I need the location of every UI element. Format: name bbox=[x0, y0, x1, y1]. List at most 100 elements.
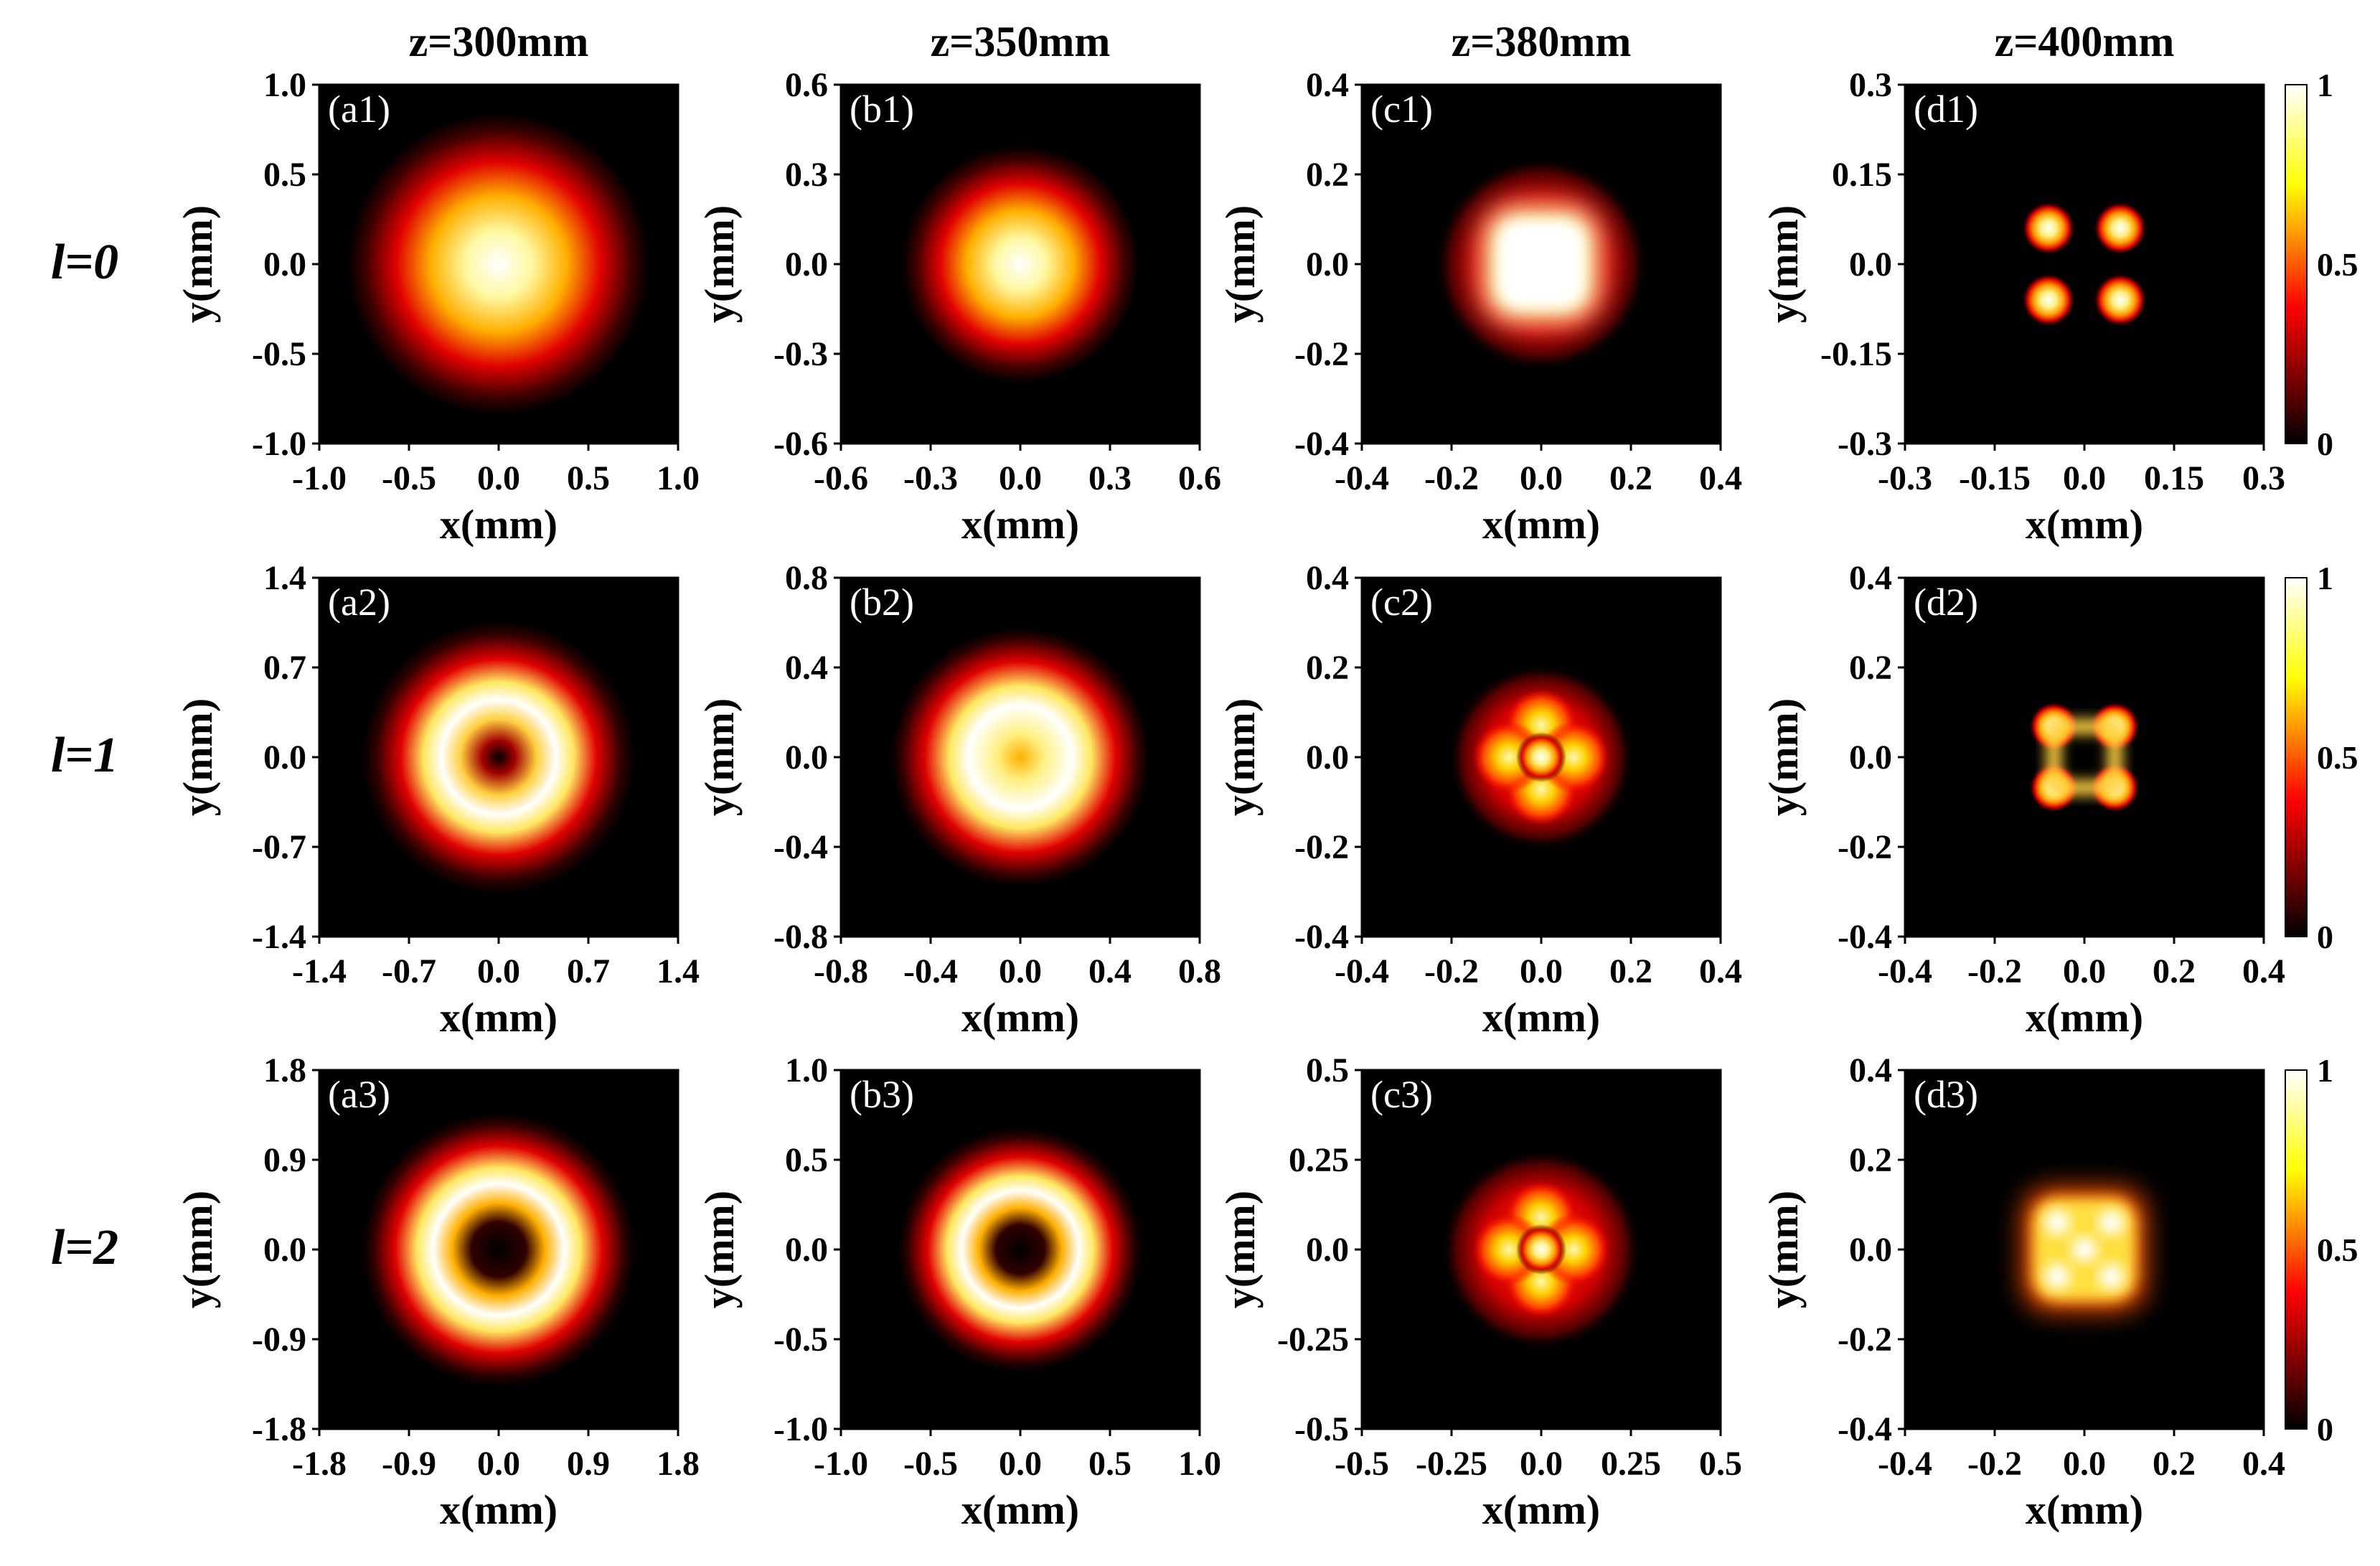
x-tick-label: -1.0 bbox=[292, 459, 347, 497]
panel-label: (c1) bbox=[1370, 88, 1433, 131]
panel-label: (a3) bbox=[328, 1073, 390, 1116]
x-tick-label: 0.0 bbox=[1520, 1445, 1563, 1483]
y-tick-label: 1.0 bbox=[263, 66, 306, 104]
heatmap-panel: (c2) -0.4 -0.2 0.0 0.2 0.4 0.4 0.2 0.0 -0.2 -0.4 x(… bbox=[1217, 559, 1742, 1041]
intensity-pattern bbox=[2023, 1188, 2145, 1311]
panel-label: (a1) bbox=[328, 88, 390, 131]
x-tick-label: 0.25 bbox=[1601, 1445, 1661, 1483]
vortex-ring bbox=[362, 621, 635, 894]
intensity-pattern bbox=[1434, 156, 1649, 372]
y-tick-label: 0.7 bbox=[263, 649, 306, 687]
x-axis-label: x(mm) bbox=[961, 1486, 1079, 1533]
heatmap-background bbox=[1905, 578, 2264, 937]
colorbar-tick-label: 0.5 bbox=[2317, 246, 2358, 283]
y-tick-label: 0.6 bbox=[785, 66, 828, 104]
x-tick-label: -0.4 bbox=[1878, 1445, 1932, 1483]
y-tick-label: -0.4 bbox=[1294, 425, 1349, 463]
y-tick-label: 0.3 bbox=[785, 156, 828, 194]
intensity-pattern bbox=[902, 146, 1139, 383]
y-axis-label: y(mm) bbox=[1760, 698, 1807, 816]
vortex-ring bbox=[362, 1113, 635, 1386]
intensity-pattern bbox=[2028, 701, 2140, 813]
y-axis-label: y(mm) bbox=[1217, 698, 1264, 816]
lobe-bridge bbox=[2046, 719, 2122, 795]
x-tick-label: 0.5 bbox=[1088, 1445, 1132, 1483]
beam-lobe bbox=[2093, 273, 2148, 327]
intensity-pattern bbox=[2021, 201, 2148, 327]
y-tick-label: 0.2 bbox=[1306, 156, 1349, 194]
heatmap-panel: (d2) -0.4 -0.2 0.0 0.2 0.4 0.4 0.2 0.0 -0.2 -0.4 x(… bbox=[1760, 559, 2285, 1041]
colorbar-tick-label: 1 bbox=[2317, 1052, 2333, 1089]
panel-label: (b3) bbox=[850, 1073, 914, 1116]
x-tick-label: -1.8 bbox=[292, 1445, 347, 1483]
y-tick-label: -0.2 bbox=[1294, 335, 1349, 373]
x-tick-label: -0.25 bbox=[1416, 1445, 1487, 1483]
x-axis-label: x(mm) bbox=[2026, 994, 2143, 1041]
y-tick-label: 0.0 bbox=[785, 739, 828, 777]
y-axis-label: y(mm) bbox=[696, 205, 743, 323]
x-tick-label: -0.4 bbox=[1335, 952, 1389, 990]
y-tick-label: 0.0 bbox=[1306, 1231, 1349, 1269]
x-axis-label: x(mm) bbox=[2026, 501, 2143, 548]
y-tick-label: 0.0 bbox=[785, 1231, 828, 1269]
colorbar-gradient bbox=[2285, 1069, 2308, 1430]
heatmap-panel: (b2) -0.8 -0.4 0.0 0.4 0.8 0.8 0.4 0.0 -0.4 -0.8 x(… bbox=[696, 559, 1221, 1041]
y-tick-label: -1.0 bbox=[773, 1410, 828, 1448]
lattice-spot bbox=[2099, 1264, 2124, 1289]
column-title: z=300mm bbox=[409, 18, 589, 65]
y-tick-label: -0.2 bbox=[1838, 1321, 1892, 1359]
lattice-spot bbox=[2045, 1210, 2070, 1235]
colorbar-tick-label: 0 bbox=[2317, 1411, 2333, 1448]
x-axis-label: x(mm) bbox=[440, 1486, 558, 1533]
y-tick-label: -0.9 bbox=[252, 1321, 306, 1359]
beam-lobe bbox=[2021, 201, 2076, 255]
x-tick-label: -0.5 bbox=[903, 1445, 958, 1483]
x-axis-label: x(mm) bbox=[440, 994, 558, 1041]
heatmap-panel: (a2) -1.4 -0.7 0.0 0.7 1.4 1.4 0.7 0.0 -0.7 -1.4 x(… bbox=[174, 559, 700, 1041]
vortex-ring bbox=[891, 628, 1149, 886]
x-tick-label: -0.2 bbox=[1424, 952, 1479, 990]
x-tick-label: -0.6 bbox=[814, 459, 868, 497]
row-label: l=2 bbox=[51, 1220, 118, 1275]
x-tick-label: -0.8 bbox=[814, 952, 868, 990]
x-axis-label: x(mm) bbox=[440, 501, 558, 548]
x-axis-label: x(mm) bbox=[961, 994, 1079, 1041]
colorbar: 10.50 bbox=[2285, 560, 2358, 955]
y-tick-label: 0.0 bbox=[1849, 245, 1892, 283]
y-axis-label: y(mm) bbox=[174, 698, 221, 816]
beam-lobe bbox=[2021, 273, 2076, 327]
x-tick-label: 0.0 bbox=[477, 1445, 520, 1483]
x-axis-label: x(mm) bbox=[1482, 501, 1600, 548]
beam-spot bbox=[902, 146, 1139, 383]
y-tick-label: 0.4 bbox=[785, 649, 828, 687]
colorbar: 10.50 bbox=[2285, 1052, 2358, 1448]
x-tick-label: 0.4 bbox=[1699, 459, 1742, 497]
y-tick-label: 0.4 bbox=[1306, 66, 1349, 104]
y-tick-label: -0.4 bbox=[1294, 918, 1349, 956]
heatmap-panel: (a3) -1.8 -0.9 0.0 0.9 1.8 1.8 0.9 0.0 -0.9 -1.8 x(… bbox=[174, 1051, 700, 1533]
y-tick-label: 0.4 bbox=[1849, 1051, 1892, 1089]
y-tick-label: 0.5 bbox=[263, 156, 306, 194]
colorbar-tick-label: 1 bbox=[2317, 67, 2333, 103]
x-tick-label: -0.3 bbox=[1878, 459, 1932, 497]
x-tick-label: -0.2 bbox=[1967, 952, 2022, 990]
x-tick-label: 1.8 bbox=[657, 1445, 700, 1483]
row-label: l=0 bbox=[51, 235, 118, 290]
x-tick-label: 0.8 bbox=[1178, 952, 1221, 990]
x-tick-label: 0.15 bbox=[2144, 459, 2204, 497]
y-tick-label: 0.0 bbox=[785, 245, 828, 283]
y-tick-label: -0.6 bbox=[773, 425, 828, 463]
x-tick-label: 0.0 bbox=[2063, 952, 2106, 990]
colorbar-tick-label: 0 bbox=[2317, 919, 2333, 955]
heatmap-panel: (d3) -0.4 -0.2 0.0 0.2 0.4 0.4 0.2 0.0 -0.2 -0.4 x(… bbox=[1760, 1051, 2285, 1533]
column-title: z=400mm bbox=[1995, 18, 2175, 65]
x-tick-label: 0.3 bbox=[1088, 459, 1132, 497]
x-axis-label: x(mm) bbox=[1482, 1486, 1600, 1533]
x-tick-label: 0.0 bbox=[999, 952, 1042, 990]
x-tick-label: 1.0 bbox=[1178, 1445, 1221, 1483]
y-tick-label: 0.0 bbox=[1306, 245, 1349, 283]
y-tick-label: 0.15 bbox=[1832, 156, 1892, 194]
x-tick-label: 0.9 bbox=[567, 1445, 610, 1483]
y-axis-label: y(mm) bbox=[174, 1191, 221, 1308]
